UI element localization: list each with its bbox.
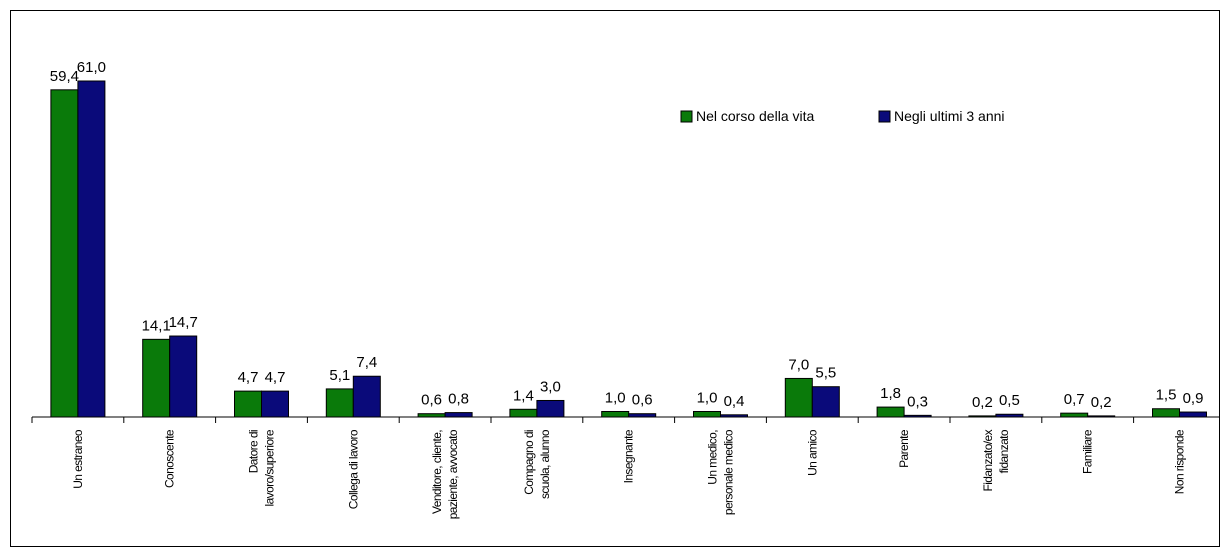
category-label-line: lavoro/superiore [263,429,277,506]
bar-last-3-years [1087,415,1116,418]
legend-label-last-3-years: Negli ultimi 3 anni [894,108,1005,124]
data-label-lifetime: 4,7 [238,369,259,386]
bar-last-3-years [536,399,565,418]
category-label-line: Non risponde [1173,429,1187,494]
category-label-line: personale medico [722,429,736,515]
data-label-last-3-years: 7,4 [356,354,377,371]
bar-lifetime [142,338,171,418]
category-label-line: Un medico, [706,430,720,485]
bar-chart: 59,461,0 Un estraneo 14,114,7 Conoscente 4,7… [31,59,1219,519]
category-label-line: Familiare [1081,429,1095,474]
category-label: Collega di lavoro [346,429,360,509]
bar-lifetime [968,415,997,418]
category-label-line: Compagno di [522,430,536,495]
bar-last-3-years [995,413,1024,418]
category-label: Un medico, personale medico [706,429,736,515]
category-label: Familiare [1081,429,1095,474]
data-label-last-3-years: 0,9 [1183,390,1204,407]
category-label: Insegnante [622,429,636,483]
data-label-lifetime: 0,7 [1064,391,1085,408]
data-label-last-3-years: 0,4 [724,393,745,410]
data-label-last-3-years: 0,2 [1091,394,1112,411]
category-label: Fidanzato/ex fidanzato [981,429,1011,491]
data-label-last-3-years: 0,5 [999,392,1020,409]
category-label: Non risponde [1173,429,1187,494]
bar-last-3-years [352,375,381,418]
data-label-lifetime: 1,4 [513,387,534,404]
category-label-line: Venditore, cliente, [430,430,444,514]
data-label-lifetime: 14,1 [142,317,171,334]
category-label-line: fidanzato [997,429,1011,473]
category-label-line: Insegnante [622,429,636,483]
category-label: Un estraneo [71,429,85,489]
category-label: Datore di lavoro/superiore [247,429,277,506]
data-label-lifetime: 1,0 [697,389,718,406]
data-label-last-3-years: 5,5 [815,365,836,382]
bar-lifetime [234,390,262,418]
data-label-last-3-years: 0,8 [448,391,469,408]
category-label-line: Parente [897,429,911,468]
data-label-lifetime: 0,2 [972,394,993,411]
chart-frame: 59,4 61,0 Un estraneo 14,1 14,7 Conoscente 4,7… [10,10,1220,547]
legend-swatch-last-3-years [878,110,891,123]
bar-last-3-years [169,335,198,418]
category-label-line: paziente, avvocato [446,429,460,519]
legend-label-lifetime: Nel corso della vita [696,108,814,124]
category-label: Un amico [805,429,819,476]
data-label-lifetime: 5,1 [329,367,350,384]
data-label-lifetime: 1,0 [605,389,626,406]
data-label-last-3-years: 14,7 [169,314,198,331]
data-label-lifetime: 59,4 [50,68,79,85]
bar-lifetime [784,377,813,418]
category-label-line: Datore di [247,430,261,473]
bar-lifetime [601,410,630,418]
category-label-line: Fidanzato/ex [981,429,995,491]
bar-lifetime [1060,412,1089,418]
data-label-last-3-years: 3,0 [540,378,561,395]
category-label: Parente [897,429,911,468]
bar-lifetime [1152,408,1180,418]
bar-lifetime [876,406,905,418]
bar-lifetime [509,408,538,418]
bar-lifetime [325,388,354,418]
bar-last-3-years [903,414,932,418]
bar-lifetime [50,89,79,418]
data-label-last-3-years: 4,7 [265,369,286,386]
bar-last-3-years [811,386,840,418]
bar-last-3-years [261,390,289,418]
bar-last-3-years [628,413,657,418]
data-label-lifetime: 7,0 [788,356,809,373]
category-label-line: Un amico [805,429,819,476]
bar-lifetime [693,410,721,418]
data-label-last-3-years: 0,3 [907,393,928,410]
bar-lifetime [417,413,446,418]
bar-last-3-years [77,80,106,418]
data-label-lifetime: 0,6 [421,392,442,409]
data-label-lifetime: 1,5 [1156,387,1177,404]
data-label-last-3-years: 61,0 [77,59,106,76]
category-label: Venditore, cliente, paziente, avvocato [430,429,460,519]
legend-swatch-lifetime [680,110,693,123]
bar-last-3-years [1179,411,1207,418]
data-label-last-3-years: 0,6 [632,392,653,409]
bar-last-3-years [720,414,748,418]
category-label-line: Un estraneo [71,429,85,489]
category-label: Compagno di scuola, alunno [522,429,552,499]
category-label-line: Collega di lavoro [346,429,360,509]
data-label-lifetime: 1,8 [880,385,901,402]
category-label-line: scuola, alunno [538,429,552,499]
category-label-line: Conoscente [163,429,177,488]
bar-last-3-years [444,412,473,418]
category-label: Conoscente [163,429,177,488]
